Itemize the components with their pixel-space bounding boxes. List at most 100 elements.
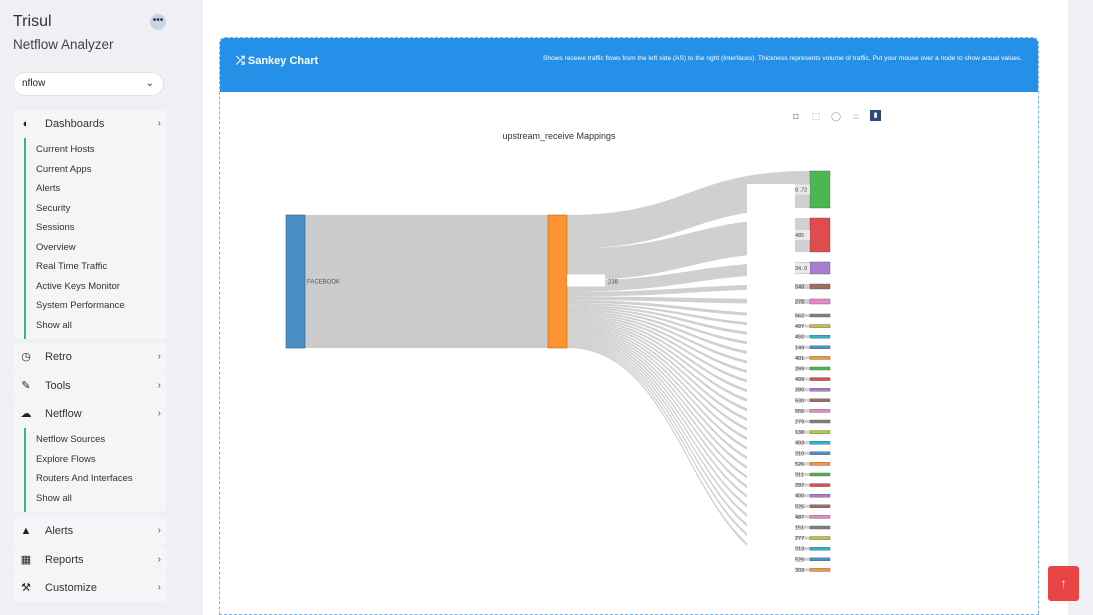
scroll-to-top-button[interactable]: ↑ bbox=[1048, 566, 1079, 601]
right-gutter bbox=[1068, 0, 1093, 615]
sankey-label-target: 530 bbox=[795, 398, 804, 404]
sankey-node-target bbox=[809, 451, 831, 455]
sankey-label-target: 297 bbox=[795, 483, 804, 489]
menu-section-alerts: ▲ Alerts › bbox=[13, 517, 167, 545]
sankey-label-source: FACEBOOK bbox=[307, 280, 340, 286]
sankey-node-target bbox=[809, 313, 831, 318]
sankey-label-target: 280 bbox=[795, 388, 804, 394]
sankey-link bbox=[567, 344, 810, 561]
home-icon[interactable]: ⌂ bbox=[853, 111, 859, 121]
sankey-label-target: 151 bbox=[795, 526, 804, 532]
sankey-label-target: 525 bbox=[795, 504, 804, 510]
submenu-item[interactable]: Show all bbox=[36, 319, 72, 331]
sankey-node-target bbox=[809, 366, 831, 371]
menu-header-customize[interactable]: ⚒ Customize › bbox=[13, 574, 167, 602]
menu-header-tools[interactable]: ✎ Tools › bbox=[13, 372, 167, 400]
menu-label: Reports bbox=[45, 554, 84, 566]
sankey-label-target: 529 bbox=[795, 557, 804, 563]
sankey-label-target: 403 bbox=[795, 441, 804, 447]
plotly-logo-icon[interactable]: ▮ bbox=[870, 110, 881, 121]
chevron-right-icon: › bbox=[157, 525, 161, 536]
sankey-link bbox=[567, 331, 810, 487]
calendar-icon: ▦ bbox=[20, 554, 32, 566]
sankey-node-target bbox=[809, 547, 831, 551]
sankey-label-target: 277 bbox=[795, 536, 804, 542]
sankey-node-target bbox=[809, 462, 831, 466]
menu-section-retro: ◷ Retro › bbox=[13, 343, 167, 371]
sankey-link bbox=[567, 318, 810, 413]
sankey-node-target bbox=[809, 261, 831, 275]
submenu-item[interactable]: Current Hosts bbox=[36, 144, 95, 155]
submenu-item[interactable]: Overview bbox=[36, 241, 76, 253]
submenu-item[interactable]: Sessions bbox=[36, 222, 75, 233]
menu-header-alerts[interactable]: ▲ Alerts › bbox=[13, 517, 167, 545]
clock-icon: ◷ bbox=[21, 351, 31, 363]
submenu-item[interactable]: Security bbox=[36, 202, 71, 214]
cloud-icon: ☁ bbox=[20, 408, 32, 420]
sankey-node-target bbox=[809, 525, 831, 530]
sankey-label-target: 400 bbox=[795, 494, 804, 500]
sankey-node-target bbox=[809, 536, 831, 540]
sankey-label-target: 269 bbox=[795, 367, 804, 373]
sankey-label-bg bbox=[795, 184, 810, 195]
camera-icon[interactable]: ◘ bbox=[793, 111, 799, 121]
sankey-label-bg bbox=[567, 274, 605, 287]
menu-header-dashboards[interactable]: ◐ Dashboards › bbox=[13, 110, 167, 138]
submenu-dashboards: Current Hosts Current Apps Alerts Security S… bbox=[24, 138, 167, 339]
sidebar: Trisul ••• Netflow Analyzer nflow ⌄ ◐ Das… bbox=[0, 0, 203, 615]
sankey-link bbox=[567, 319, 810, 423]
chevron-right-icon: › bbox=[157, 380, 161, 391]
sankey-link bbox=[567, 340, 810, 540]
sankey-label-target: 34..0 bbox=[795, 266, 807, 272]
lasso-icon[interactable]: ◯ bbox=[830, 111, 842, 121]
card-header: ⤮ Sankey Chart Shows receive traffic flo… bbox=[220, 38, 1038, 92]
sankey-node-source bbox=[285, 214, 306, 349]
sankey-node-target bbox=[809, 298, 831, 305]
sankey-link bbox=[567, 316, 810, 402]
menu-section-netflow: ☁ Netflow › Netflow Sources Explore Flows Rou… bbox=[13, 400, 167, 512]
sankey-label-target: 303 bbox=[795, 568, 804, 574]
sankey-label-target: 499 bbox=[795, 377, 804, 383]
menu-header-reports[interactable]: ▦ Reports › bbox=[13, 546, 167, 574]
submenu-item[interactable]: Netflow Sources bbox=[36, 434, 106, 445]
submenu-item[interactable]: Current Apps bbox=[36, 163, 92, 175]
menu-label: Dashboards bbox=[45, 118, 105, 130]
sankey-link bbox=[567, 336, 810, 519]
sankey-node-target bbox=[809, 515, 831, 519]
dashboard-icon: ◐ bbox=[22, 118, 30, 130]
submenu-item[interactable]: Routers And Interfaces bbox=[36, 473, 133, 484]
sankey-node-target bbox=[809, 388, 831, 392]
box-select-icon[interactable]: ⬚ bbox=[811, 111, 821, 121]
submenu-item[interactable]: System Performance bbox=[36, 300, 125, 311]
menu-section-customize: ⚒ Customize › bbox=[13, 574, 167, 602]
sankey-chart: FACEBOOK 238 8..72 485 34..0 548 278 562 497 492 1… bbox=[285, 170, 831, 574]
sankey-label-target: 311 bbox=[795, 473, 804, 479]
sankey-node-middle bbox=[547, 214, 568, 349]
sankey-node-target bbox=[809, 345, 831, 350]
menu-label: Tools bbox=[45, 380, 71, 392]
sankey-overlay bbox=[747, 184, 795, 572]
sankey-link bbox=[567, 306, 810, 349]
menu-label: Alerts bbox=[45, 525, 74, 537]
sankey-node-target bbox=[809, 483, 831, 487]
sankey-label-bg bbox=[795, 230, 810, 240]
sankey-label-target: 278 bbox=[795, 300, 804, 306]
menu-section-reports: ▦ Reports › bbox=[13, 546, 167, 574]
sankey-label-bg bbox=[795, 263, 810, 273]
sankey-link bbox=[567, 338, 810, 529]
menu-label: Netflow bbox=[45, 408, 82, 420]
sankey-link bbox=[567, 323, 810, 445]
context-select[interactable]: nflow ⌄ bbox=[13, 72, 164, 96]
submenu-item[interactable]: Show all bbox=[36, 492, 72, 504]
sankey-node-target bbox=[809, 494, 831, 498]
submenu-item[interactable]: Explore Flows bbox=[36, 453, 96, 465]
menu-header-retro[interactable]: ◷ Retro › bbox=[13, 343, 167, 371]
submenu-item[interactable]: Active Keys Monitor bbox=[36, 280, 120, 292]
sankey-node-target bbox=[809, 217, 831, 253]
chart-toolbar: ◘ ⬚ ◯ ⌂ ▮ bbox=[790, 110, 881, 122]
menu-header-netflow[interactable]: ☁ Netflow › bbox=[13, 400, 167, 428]
sankey-link bbox=[567, 312, 810, 381]
submenu-item[interactable]: Alerts bbox=[36, 183, 61, 194]
more-options-icon[interactable]: ••• bbox=[150, 14, 166, 30]
submenu-item[interactable]: Real Time Traffic bbox=[36, 261, 108, 272]
